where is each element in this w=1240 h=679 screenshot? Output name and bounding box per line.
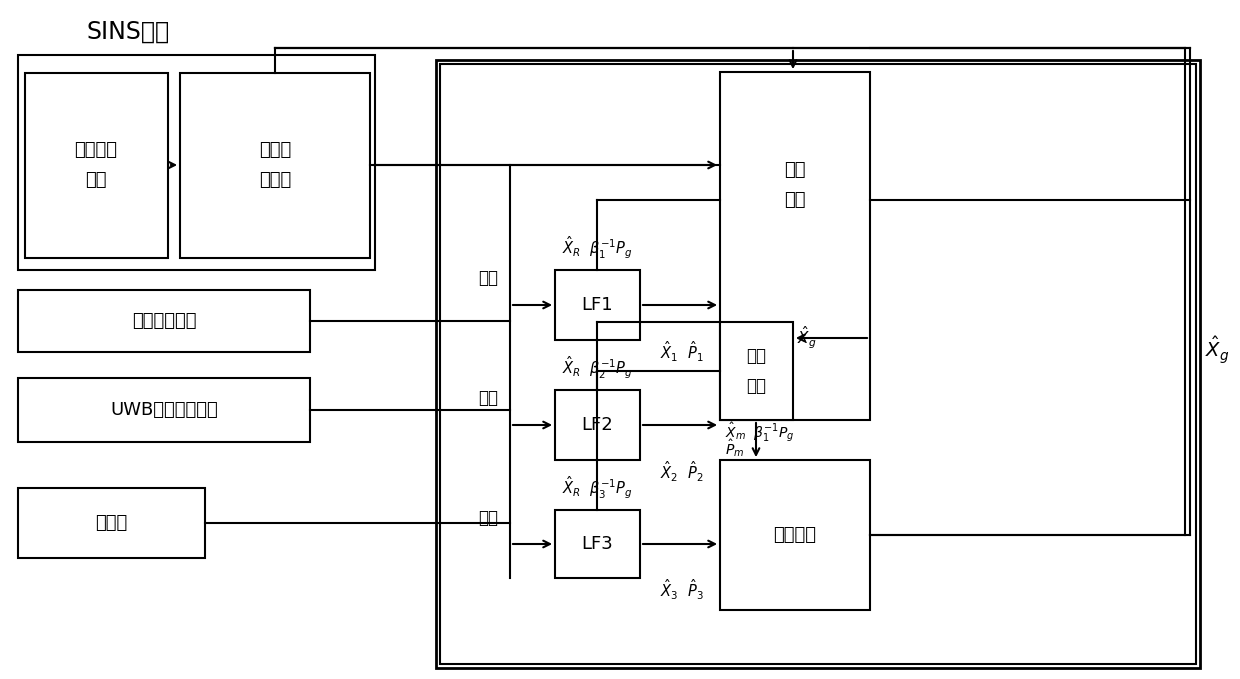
Text: $\hat{X}_R$  $\beta_2^{-1}P_g$: $\hat{X}_R$ $\beta_2^{-1}P_g$ bbox=[562, 355, 632, 381]
Bar bbox=[556, 270, 640, 340]
Text: 惯性测量
单元: 惯性测量 单元 bbox=[74, 141, 118, 189]
Text: 最优融合: 最优融合 bbox=[774, 526, 816, 544]
Text: 时间
跟新: 时间 跟新 bbox=[746, 348, 766, 394]
Bar bbox=[720, 72, 870, 420]
Text: 航向: 航向 bbox=[477, 509, 498, 527]
Text: 速度: 速度 bbox=[477, 269, 498, 287]
Bar bbox=[556, 390, 640, 460]
Bar bbox=[19, 55, 374, 270]
Text: $\hat{X}_2$  $\hat{P}_2$: $\hat{X}_2$ $\hat{P}_2$ bbox=[660, 460, 703, 484]
Text: 主滤
波器: 主滤 波器 bbox=[784, 162, 806, 208]
Bar bbox=[19, 488, 205, 558]
Text: $\hat{X}_g$: $\hat{X}_g$ bbox=[1205, 334, 1230, 366]
Text: 导航解
算模块: 导航解 算模块 bbox=[259, 141, 291, 189]
Bar bbox=[19, 290, 310, 352]
Text: $\hat{X}_3$  $\hat{P}_3$: $\hat{X}_3$ $\hat{P}_3$ bbox=[660, 578, 703, 602]
Bar bbox=[180, 73, 370, 258]
Text: SINS系统: SINS系统 bbox=[87, 20, 170, 44]
Text: 零速检测单元: 零速检测单元 bbox=[131, 312, 196, 330]
Text: UWB无线定位单元: UWB无线定位单元 bbox=[110, 401, 218, 419]
Bar bbox=[25, 73, 167, 258]
Text: LF1: LF1 bbox=[582, 296, 613, 314]
Text: $\hat{P}_m$: $\hat{P}_m$ bbox=[725, 437, 744, 459]
Bar bbox=[556, 510, 640, 578]
Bar bbox=[720, 322, 794, 420]
Bar bbox=[720, 460, 870, 610]
Text: $\hat{X}_m$  $\beta_1^{-1}P_g$: $\hat{X}_m$ $\beta_1^{-1}P_g$ bbox=[725, 420, 795, 444]
Text: $\hat{X}_1$  $\hat{P}_1$: $\hat{X}_1$ $\hat{P}_1$ bbox=[660, 340, 703, 364]
Text: 磁力计: 磁力计 bbox=[95, 514, 128, 532]
Text: $\hat{X}_R$  $\beta_3^{-1}P_g$: $\hat{X}_R$ $\beta_3^{-1}P_g$ bbox=[562, 475, 632, 501]
Bar bbox=[440, 64, 1197, 664]
Text: 位置: 位置 bbox=[477, 389, 498, 407]
Bar bbox=[19, 378, 310, 442]
Text: $\hat{X}_R$  $\beta_1^{-1}P_g$: $\hat{X}_R$ $\beta_1^{-1}P_g$ bbox=[562, 235, 632, 261]
Bar bbox=[436, 60, 1200, 668]
Text: LF2: LF2 bbox=[582, 416, 613, 434]
Text: LF3: LF3 bbox=[582, 535, 613, 553]
Text: $\hat{X}_g$: $\hat{X}_g$ bbox=[797, 325, 817, 351]
